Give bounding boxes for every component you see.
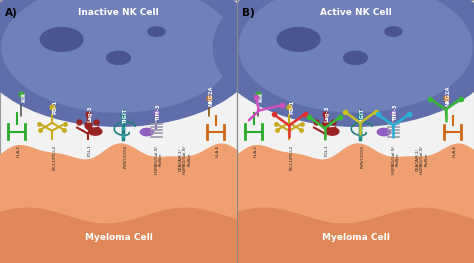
Text: HGMB1/Gal-9/
PtdSer: HGMB1/Gal-9/ PtdSer [155,145,163,174]
Circle shape [140,128,154,136]
Circle shape [344,51,367,64]
Circle shape [377,128,391,136]
Circle shape [326,128,339,135]
Text: PD-1: PD-1 [289,100,294,114]
Circle shape [385,27,402,36]
Text: HLA-E: HLA-E [216,145,220,157]
Text: PD-1: PD-1 [52,100,57,114]
Text: NKG2A: NKG2A [446,85,450,106]
Text: FGL-1: FGL-1 [88,145,92,156]
Text: FGL-1: FGL-1 [325,145,329,156]
Circle shape [148,27,165,36]
Circle shape [107,51,130,64]
Text: HGMB1/Gal-9/
PtdSer: HGMB1/Gal-9/ PtdSer [392,145,400,174]
Text: KIR: KIR [21,92,26,102]
Text: A): A) [5,8,18,18]
Text: CEACAM-1/
HGMB1/Gal-9/
PtdSer: CEACAM-1/ HGMB1/Gal-9/ PtdSer [415,145,428,174]
Text: Active NK Cell: Active NK Cell [319,8,392,17]
Circle shape [239,0,472,112]
Text: Lag-3: Lag-3 [325,105,329,122]
Circle shape [2,0,235,112]
Text: PD-L1/PD-L2: PD-L1/PD-L2 [53,145,56,170]
Text: KIR: KIR [258,92,263,102]
Circle shape [40,28,83,51]
Text: TIM-3: TIM-3 [156,104,161,121]
Text: PVR/CD155: PVR/CD155 [361,145,365,168]
Bar [0,0,237,263]
Text: HLA-C: HLA-C [254,145,258,157]
Text: Lag-3: Lag-3 [88,105,92,122]
Text: NKG2A: NKG2A [209,85,213,106]
Circle shape [89,128,102,135]
Text: HLA-E: HLA-E [453,145,457,157]
Text: TIGIT: TIGIT [360,108,365,124]
Circle shape [0,0,261,126]
Text: TIGIT: TIGIT [123,108,128,124]
Text: Myeloma Cell: Myeloma Cell [84,233,153,242]
Text: Inactive NK Cell: Inactive NK Cell [78,8,159,17]
Text: CEACAM-1/
HGMB1/Gal-9/
PtdSer: CEACAM-1/ HGMB1/Gal-9/ PtdSer [178,145,191,174]
Circle shape [213,0,474,126]
Text: B): B) [242,8,255,18]
Text: HLA-C: HLA-C [17,145,21,157]
Text: PD-L1/PD-L2: PD-L1/PD-L2 [290,145,293,170]
Bar [237,0,474,263]
Text: Myeloma Cell: Myeloma Cell [321,233,390,242]
Text: PVR/CD155: PVR/CD155 [124,145,128,168]
Text: TIM-3: TIM-3 [393,104,398,121]
Circle shape [277,28,320,51]
